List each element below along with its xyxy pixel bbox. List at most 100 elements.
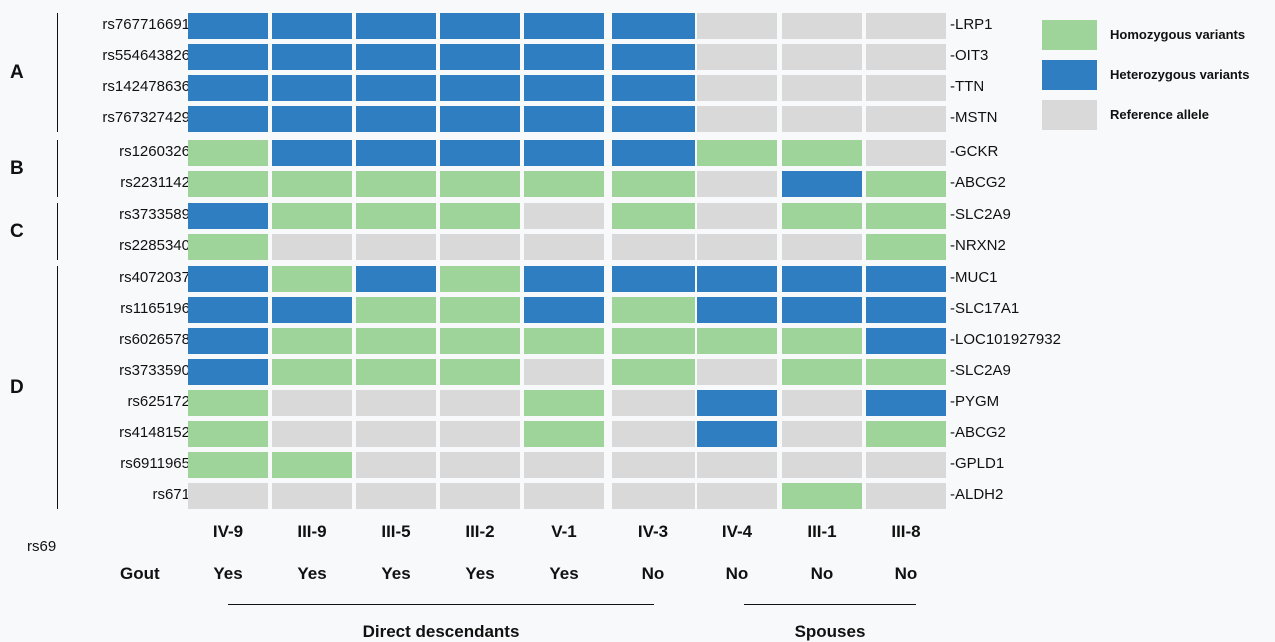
heatmap-cell [697,13,777,39]
heatmap-cell [188,203,268,229]
heatmap-cell [782,421,862,447]
heatmap-cell [440,266,520,292]
gene-label: -GCKR [950,143,999,160]
heatmap-cell [612,452,695,478]
heatmap-cell [524,203,604,229]
heatmap-cell [612,483,695,509]
gout-value: Yes [549,564,579,583]
heatmap-cell [524,140,604,166]
gene-label: -NRXN2 [950,237,1006,254]
gout-value: No [641,564,665,583]
heatmap-cell [782,234,862,260]
heatmap-cell [356,328,436,354]
heatmap-cell [612,106,695,132]
group-label: D [10,376,24,398]
heatmap-cell [782,140,862,166]
section-label: Direct descendants [362,622,520,641]
heatmap-cell [272,390,352,416]
group-label: A [10,61,24,83]
heatmap-cell [272,266,352,292]
snp-label: rs3733589 [119,206,190,223]
heatmap-cell [524,359,604,385]
heatmap-cell [782,359,862,385]
heatmap-cell [866,106,946,132]
gout-row-label: Gout [120,564,160,583]
heatmap-cell [440,203,520,229]
heatmap-cell [356,13,436,39]
heatmap-cell [612,328,695,354]
heatmap-cell [440,13,520,39]
heatmap-cell [697,234,777,260]
heatmap-cell [782,203,862,229]
column-label: III-8 [891,522,921,541]
heatmap-cell [440,297,520,323]
heatmap-cell [356,483,436,509]
gout-value: No [810,564,834,583]
gene-label: -MSTN [950,109,998,126]
group-bracket-line [57,140,58,197]
group-bracket-line [57,13,58,132]
heatmap-cell [272,140,352,166]
heatmap-cell [866,483,946,509]
heatmap-cell [782,483,862,509]
section-underline [228,604,654,605]
gout-value: No [725,564,749,583]
heatmap-cell [356,421,436,447]
heatmap-cell [866,359,946,385]
snp-label: rs4072037 [119,269,190,286]
heatmap-cell [612,44,695,70]
heatmap-cell [524,234,604,260]
heatmap-cell [356,171,436,197]
heatmap-cell [866,13,946,39]
gene-label: -SLC2A9 [950,206,1011,223]
snp-label: rs2285340 [119,237,190,254]
gene-label: -ABCG2 [950,424,1006,441]
column-label: IV-9 [212,522,244,541]
legend-swatch [1042,100,1097,130]
heatmap-cell [866,266,946,292]
heatmap-cell [188,359,268,385]
heatmap-cell [440,452,520,478]
legend-swatch [1042,60,1097,90]
heatmap-cell [524,390,604,416]
heatmap-cell [524,171,604,197]
heatmap-cell [356,106,436,132]
heatmap-cell [697,106,777,132]
heatmap-cell [524,328,604,354]
heatmap-cell [697,421,777,447]
heatmap-cell [188,106,268,132]
heatmap-cell [272,421,352,447]
heatmap-cell [272,75,352,101]
heatmap-cell [524,452,604,478]
heatmap-cell [782,452,862,478]
snp-label: rs1165196 [120,300,190,317]
heatmap-cell [612,359,695,385]
heatmap-cell [524,266,604,292]
heatmap-cell [697,171,777,197]
heatmap-cell [697,297,777,323]
heatmap-cell [697,359,777,385]
heatmap-cell [866,171,946,197]
gene-label: -LOC101927932 [950,331,1061,348]
heatmap-cell [697,75,777,101]
heatmap-cell [356,140,436,166]
heatmap-cell [188,140,268,166]
group-label: C [10,220,24,242]
heatmap-cell [697,483,777,509]
gene-label: -PYGM [950,393,1000,410]
heatmap-cell [356,266,436,292]
heatmap-cell [782,266,862,292]
legend-label: Reference allele [1110,107,1210,122]
heatmap-cell [440,483,520,509]
heatmap-cell [697,452,777,478]
heatmap-cell [612,13,695,39]
heatmap-cell [440,328,520,354]
column-label: III-1 [807,522,837,541]
group-label: B [10,157,24,179]
gene-label: -LRP1 [950,16,993,33]
heatmap-cell [188,266,268,292]
gene-label: -SLC2A9 [950,362,1011,379]
heatmap-cell [272,44,352,70]
heatmap-cell [188,421,268,447]
